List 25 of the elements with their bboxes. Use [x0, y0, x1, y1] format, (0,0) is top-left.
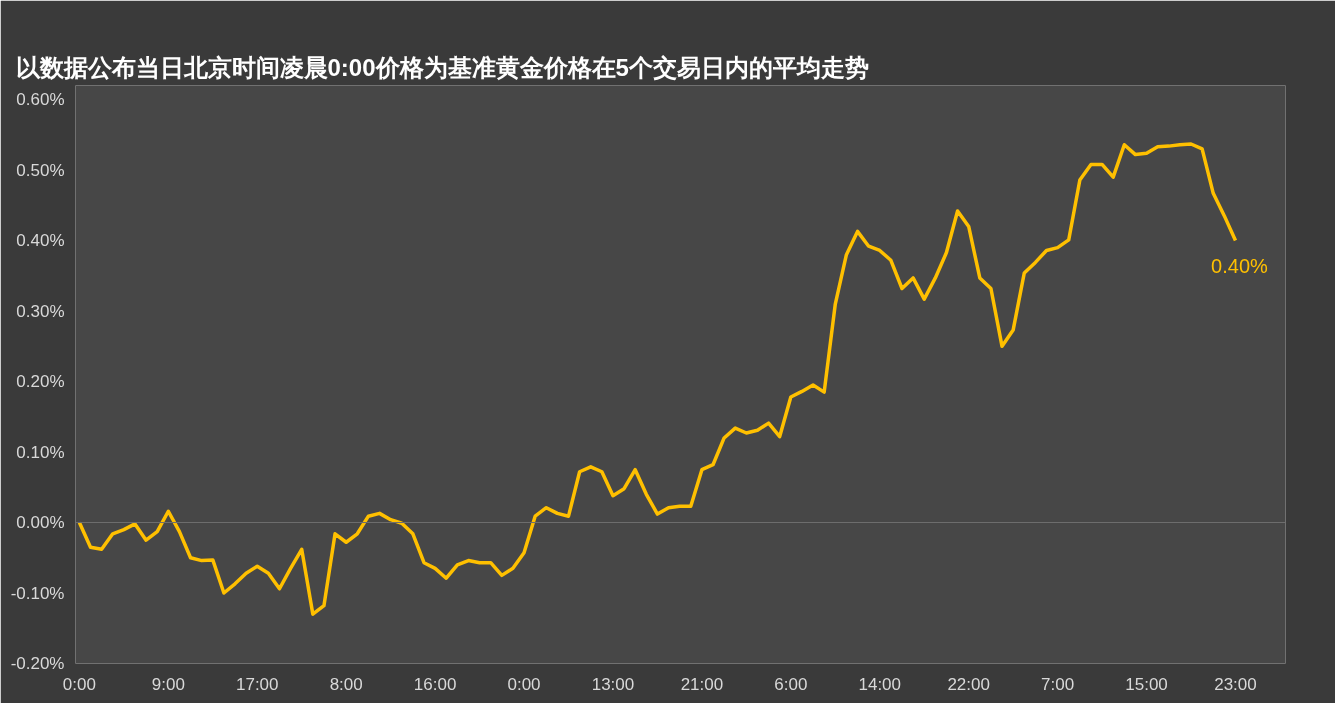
x-tick-label: 22:00 [947, 674, 990, 694]
x-tick-label: 0:00 [62, 674, 96, 694]
x-tick-label: 14:00 [858, 674, 902, 694]
x-tick-label: 0:00 [507, 674, 541, 694]
y-tick-label: -0.20% [10, 654, 65, 673]
y-tick-label: 0.00% [16, 513, 65, 533]
x-tick-label: 9:00 [151, 674, 185, 694]
y-tick-label: 0.20% [16, 372, 65, 392]
x-tick-label: 6:00 [774, 674, 808, 694]
y-tick-label: 0.60% [16, 90, 65, 110]
y-tick-label: 0.50% [16, 160, 65, 180]
y-tick-label: 0.40% [16, 231, 65, 251]
annotation: 0.40% [1211, 254, 1269, 277]
x-tick-label: 23:00 [1214, 674, 1257, 694]
x-tick-label: 16:00 [413, 674, 457, 694]
x-tick-label: 17:00 [235, 674, 279, 694]
x-tick-label: 8:00 [329, 674, 363, 694]
y-tick-label: -0.10% [10, 583, 65, 603]
y-tick-label: 0.10% [16, 442, 65, 462]
x-tick-label: 7:00 [1041, 674, 1075, 694]
x-tick-label: 15:00 [1125, 674, 1168, 694]
x-tick-label: 13:00 [591, 674, 635, 694]
chart-title: 以数据公布当日北京时间凌晨0:00价格为基准黄金价格在5个交易日内的平均走势 [15, 53, 869, 81]
x-tick-label: 21:00 [680, 674, 724, 694]
y-tick-label: 0.30% [16, 301, 65, 321]
